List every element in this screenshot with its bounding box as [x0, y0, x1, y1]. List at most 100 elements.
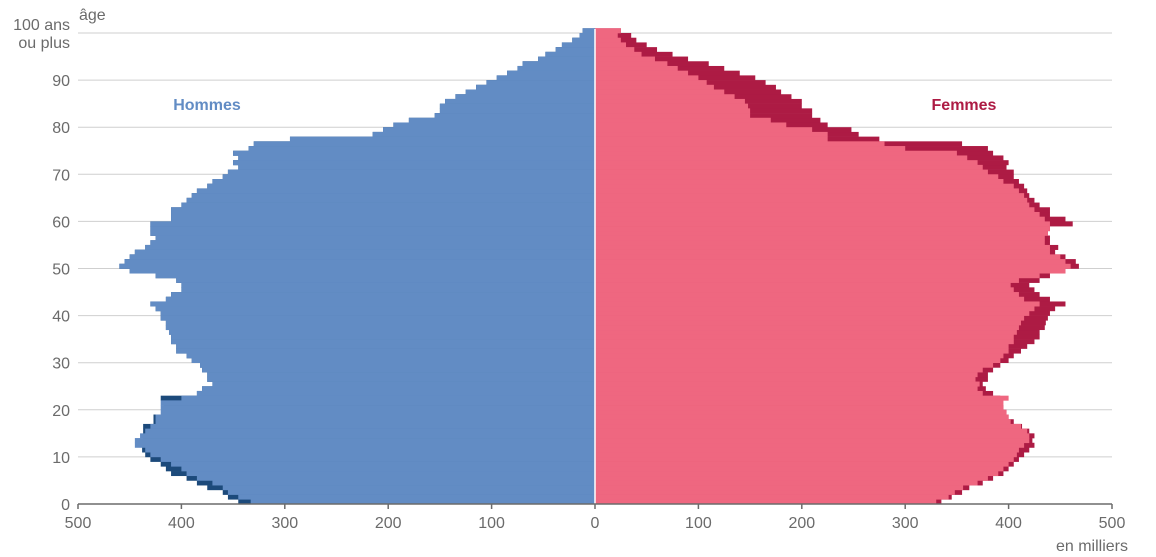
bar-men: [196, 188, 595, 194]
bar-women: [595, 353, 1004, 359]
x-tick-label: 500: [1099, 515, 1126, 532]
bar-women: [595, 216, 1045, 222]
bar-women: [595, 37, 621, 43]
bar-men: [171, 461, 595, 467]
bar-women: [595, 471, 999, 477]
bar-men: [202, 386, 595, 392]
bar-men: [250, 499, 596, 505]
y-tick-label: 10: [52, 450, 70, 467]
bar-women: [595, 98, 745, 104]
bar-women: [595, 282, 1011, 288]
bar-men: [191, 193, 596, 199]
bar-women: [595, 419, 1011, 425]
bar-men: [545, 51, 595, 57]
bar-men: [150, 226, 595, 232]
bar-women: [595, 292, 1019, 298]
bar-men: [233, 160, 595, 166]
y-axis-title: âge: [79, 7, 106, 24]
bar-men: [561, 42, 595, 48]
bar-men: [150, 452, 595, 458]
bar-men: [171, 334, 595, 340]
x-tick-label: 200: [375, 515, 402, 532]
bar-men: [202, 367, 595, 373]
bar-men: [253, 141, 595, 147]
x-tick-label: 400: [168, 515, 195, 532]
bar-men: [171, 207, 595, 213]
bar-men: [129, 268, 595, 274]
bar-men: [165, 296, 595, 302]
bar-women: [595, 461, 1009, 467]
bar-women: [595, 339, 1014, 345]
bar-women: [595, 334, 1014, 340]
bar-men: [227, 169, 595, 175]
bar-men: [212, 381, 596, 387]
bar-men: [181, 466, 595, 472]
bar-men: [227, 489, 595, 495]
bar-men: [165, 320, 595, 326]
bar-women: [595, 155, 968, 161]
bar-women: [595, 117, 771, 123]
bar-women: [595, 456, 1014, 462]
bar-women: [595, 306, 1035, 312]
y-tick-label-top-line1: 100 ans: [13, 17, 70, 34]
bar-men: [372, 131, 595, 137]
bar-men: [383, 127, 595, 133]
bar-men: [555, 47, 595, 53]
bar-women: [595, 485, 964, 491]
bar-men: [181, 282, 595, 288]
bar-men: [150, 301, 595, 307]
bar-women: [595, 70, 689, 76]
bar-men: [439, 103, 595, 109]
bar-women: [595, 249, 1050, 255]
bar-women: [595, 372, 978, 378]
y-tick-label-top-line2: ou plus: [18, 35, 70, 52]
bar-women: [595, 381, 980, 387]
bar-women: [595, 47, 635, 53]
bar-women: [595, 343, 1009, 349]
bar-men: [233, 150, 595, 156]
series-label-women: Femmes: [932, 97, 997, 114]
x-tick-label: 100: [685, 515, 712, 532]
bar-women: [595, 268, 1066, 274]
bar-men: [134, 249, 595, 255]
bar-women: [595, 315, 1025, 321]
bar-men: [496, 75, 595, 81]
bar-men: [134, 438, 595, 444]
bar-women: [595, 240, 1045, 246]
bar-women: [595, 480, 978, 486]
bar-women: [595, 447, 1019, 453]
bar-men: [155, 419, 596, 425]
bar-women: [595, 405, 1004, 411]
bar-men: [171, 211, 595, 217]
bar-men: [434, 113, 595, 119]
bar-men: [181, 287, 595, 293]
bar-men: [150, 240, 595, 246]
bar-women: [595, 442, 1025, 448]
bar-women: [595, 438, 1030, 444]
bar-men: [171, 339, 595, 345]
bar-women: [595, 183, 1014, 189]
bar-women: [595, 414, 1009, 420]
x-axis-title: en milliers: [1056, 538, 1128, 555]
bar-women: [595, 160, 978, 166]
bar-women: [595, 42, 627, 48]
bar-men: [439, 108, 595, 114]
bar-women: [595, 94, 735, 100]
y-tick-label: 60: [52, 214, 70, 231]
bar-women: [595, 108, 751, 114]
x-tick-label: 300: [892, 515, 919, 532]
bar-men: [160, 409, 595, 415]
bar-women: [595, 221, 1050, 227]
bar-women: [595, 325, 1019, 331]
bar-women: [595, 400, 1004, 406]
bar-men: [150, 423, 595, 429]
bar-women: [595, 428, 1028, 434]
bar-women: [595, 127, 813, 133]
bar-women: [595, 150, 957, 156]
bar-men: [200, 362, 595, 368]
bar-women: [595, 395, 1009, 401]
x-tick-label: 200: [788, 515, 815, 532]
y-tick-label: 0: [61, 497, 70, 514]
bar-men: [160, 456, 595, 462]
bar-men: [124, 259, 595, 265]
